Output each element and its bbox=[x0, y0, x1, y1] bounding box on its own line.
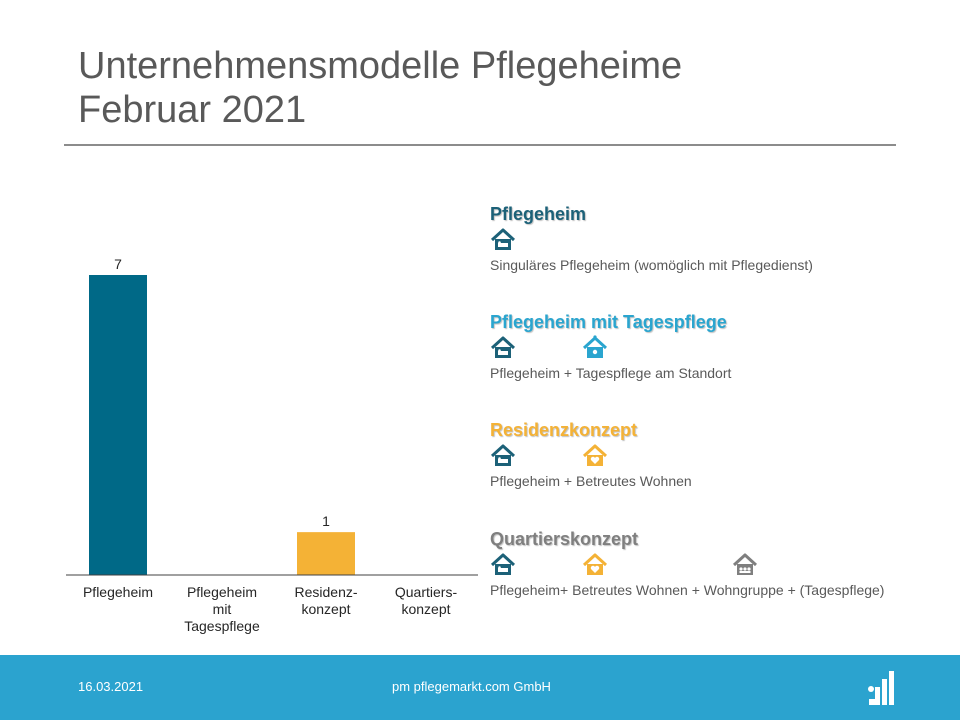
legend-title: Pflegeheim bbox=[490, 204, 587, 224]
pflegemarkt-logo-icon bbox=[868, 671, 894, 705]
bar-2 bbox=[297, 532, 355, 575]
title-divider bbox=[64, 144, 896, 146]
footer-date: 16.03.2021 bbox=[78, 679, 144, 694]
pflegeheim-icon bbox=[490, 227, 516, 253]
betreutes-wohnen-icon bbox=[582, 443, 608, 469]
legend-pflegeheim: Pflegeheim Singuläres Pflegeheim (womögl… bbox=[490, 203, 890, 275]
legend-title: Residenzkonzept bbox=[490, 420, 638, 440]
category-label-pflegeheim: Pflegeheim bbox=[82, 584, 154, 600]
legend-quartierskonzept: Quartierskonzept Pflegeheim+ Betreutes W… bbox=[490, 528, 890, 600]
legend-pflegeheim-mit-tagespflege: Pflegeheim mit Tagespflege Pflegeheim + … bbox=[490, 311, 890, 383]
pflegeheim-icon bbox=[490, 335, 516, 361]
legend-residenzkonzept: Residenzkonzept Pflegeheim + Betreutes W… bbox=[490, 419, 890, 491]
title-line-1: Unternehmensmodelle Pflegeheime bbox=[78, 45, 683, 87]
legend-description: Pflegeheim + Tagespflege am Standort bbox=[490, 365, 732, 381]
betreutes-wohnen-icon bbox=[582, 552, 608, 578]
title-line-2: Februar 2021 bbox=[78, 89, 307, 131]
category-label-pflegeheim-mit-tagespflege: Pflegeheim mit Tagespflege bbox=[184, 584, 260, 634]
legend-description: Pflegeheim+ Betreutes Wohnen + Wohngrupp… bbox=[490, 582, 885, 598]
legend-icons bbox=[490, 443, 890, 469]
data-label-0: 7 bbox=[114, 256, 122, 272]
category-label-residenzkonzept: Residenz- konzept bbox=[294, 584, 358, 617]
legend-icons bbox=[490, 227, 890, 253]
tagespflege-icon bbox=[582, 335, 608, 361]
footer-company: pm pflegemarkt.com GmbH bbox=[392, 679, 551, 694]
legend-title: Quartierskonzept bbox=[490, 529, 639, 549]
pflegeheim-icon bbox=[490, 443, 516, 469]
data-label-2: 1 bbox=[322, 513, 330, 529]
legend-description: Singuläres Pflegeheim (womöglich mit Pfl… bbox=[490, 257, 813, 273]
legend-icons bbox=[490, 335, 890, 361]
legend-description: Pflegeheim + Betreutes Wohnen bbox=[490, 473, 692, 489]
category-label-quartierskonzept: Quartiers- konzept bbox=[394, 584, 458, 617]
wohngruppe-icon bbox=[732, 552, 758, 578]
pflegeheim-icon bbox=[490, 552, 516, 578]
footer-bar: 16.03.2021 pm pflegemarkt.com GmbH bbox=[0, 655, 960, 720]
bar-chart-svg: 71 bbox=[66, 256, 478, 576]
legend-title: Pflegeheim mit Tagespflege bbox=[490, 312, 727, 332]
slide-title: Unternehmensmodelle Pflegeheime Februar … bbox=[78, 44, 898, 132]
legend-icons bbox=[490, 552, 890, 578]
bar-0 bbox=[89, 275, 147, 575]
